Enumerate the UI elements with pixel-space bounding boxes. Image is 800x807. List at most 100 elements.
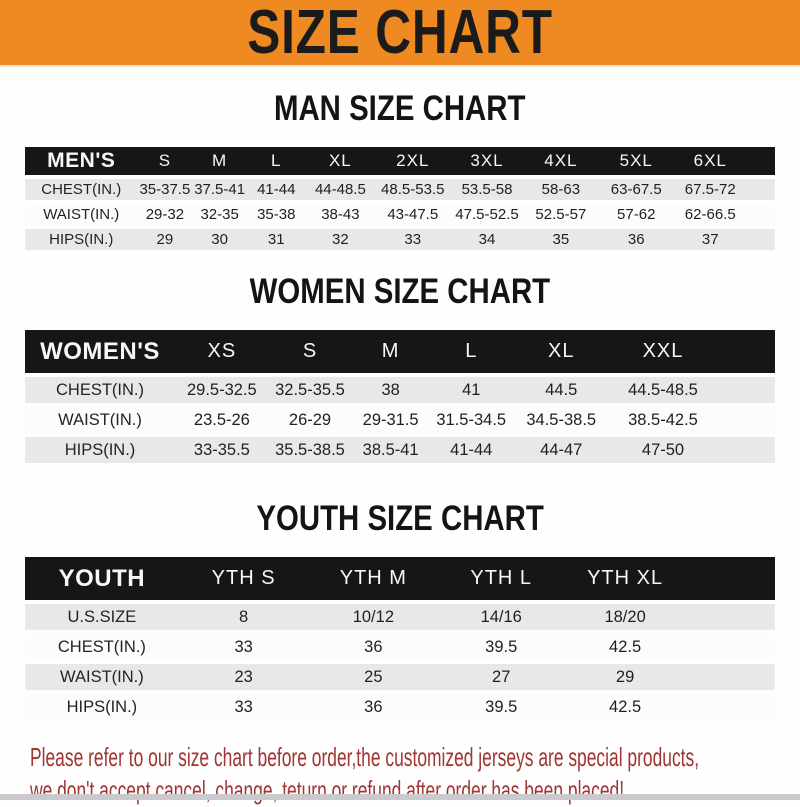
row-label: HIPS(IN.)	[25, 694, 179, 720]
column-header: S	[268, 330, 352, 373]
size-cell: 31.5-34.5	[430, 407, 513, 433]
table-row: HIPS(IN.) 33-35.5 35.5-38.5 38.5-41 41-44 44-…	[25, 437, 775, 463]
size-cell: 33	[178, 694, 309, 720]
table-row: HIPS(IN.) 33 36 39.5 42.5	[25, 694, 775, 720]
size-cell: 47.5-52.5	[450, 204, 524, 225]
row-label: CHEST(IN.)	[25, 377, 175, 403]
size-cell: 14/16	[438, 604, 565, 630]
size-cell: 18/20	[564, 604, 775, 630]
size-cell: 23.5-26	[175, 407, 269, 433]
column-header: XL	[305, 147, 376, 175]
size-cell: 62-66.5	[674, 204, 775, 225]
size-cell: 29	[564, 664, 775, 690]
size-cell: 52.5-57	[523, 204, 598, 225]
table-row: CHEST(IN.) 33 36 39.5 42.5	[25, 634, 775, 660]
column-header: L	[247, 147, 306, 175]
size-cell: 33	[178, 634, 309, 660]
header-row: WOMEN'S XS S M L XL XXL	[25, 330, 775, 373]
column-header: XL	[512, 330, 610, 373]
size-cell: 33	[375, 229, 451, 250]
row-label: U.S.SIZE	[25, 604, 179, 630]
column-header: XXL	[610, 330, 775, 373]
size-cell: 38.5-42.5	[610, 407, 775, 433]
size-cell: 42.5	[564, 694, 775, 720]
size-cell: 44-48.5	[305, 179, 376, 200]
column-header: YTH L	[438, 557, 565, 600]
size-cell: 29.5-32.5	[175, 377, 269, 403]
size-cell: 57-62	[597, 204, 675, 225]
size-cell: 35-38	[247, 204, 306, 225]
size-cell: 38-43	[305, 204, 376, 225]
title-banner: SIZE CHART	[0, 0, 800, 67]
size-cell: 63-67.5	[597, 179, 675, 200]
size-cell: 38	[351, 377, 430, 403]
column-header: 2XL	[375, 147, 451, 175]
table-row: CHEST(IN.) 29.5-32.5 32.5-35.5 38 41 44.5 44.5…	[25, 377, 775, 403]
size-cell: 10/12	[308, 604, 439, 630]
column-header: L	[430, 330, 513, 373]
size-cell: 8	[178, 604, 309, 630]
size-cell: 32-35	[192, 204, 247, 225]
order-disclaimer: Please refer to our size chart before or…	[30, 741, 800, 807]
size-cell: 37	[674, 229, 775, 250]
size-cell: 27	[438, 664, 565, 690]
size-cell: 33-35.5	[175, 437, 269, 463]
table-corner-label: YOUTH	[25, 557, 179, 600]
size-cell: 43-47.5	[375, 204, 451, 225]
row-label: WAIST(IN.)	[25, 204, 138, 225]
size-cell: 58-63	[523, 179, 598, 200]
size-cell: 31	[247, 229, 306, 250]
row-label: WAIST(IN.)	[25, 407, 175, 433]
size-cell: 44.5-48.5	[610, 377, 775, 403]
size-cell: 42.5	[564, 634, 775, 660]
column-header: 6XL	[674, 147, 775, 175]
size-cell: 35	[523, 229, 598, 250]
column-header: M	[351, 330, 430, 373]
section-man-size-chart: MAN SIZE CHART MEN'S S M L XL 2XL 3XL 4XL 5XL 6XL C…	[0, 89, 800, 254]
size-cell: 36	[308, 694, 439, 720]
size-cell: 35.5-38.5	[268, 437, 352, 463]
column-header: M	[192, 147, 247, 175]
section-heading-youth-size-chart: YOUTH SIZE CHART	[256, 499, 544, 538]
size-cell: 25	[308, 664, 439, 690]
column-header: YTH S	[178, 557, 309, 600]
size-cell: 44.5	[512, 377, 610, 403]
header-row: YOUTH YTH S YTH M YTH L YTH XL	[25, 557, 775, 600]
bottom-edge-strip	[0, 794, 800, 800]
table-corner-label: WOMEN'S	[25, 330, 175, 373]
section-youth-size-chart: YOUTH SIZE CHART YOUTH YTH S YTH M YTH L YTH …	[0, 499, 800, 724]
disclaimer-line-2: we don't accept cancel, change, teturn o…	[30, 775, 625, 805]
column-header: 3XL	[450, 147, 524, 175]
size-cell: 53.5-58	[450, 179, 524, 200]
row-label: HIPS(IN.)	[25, 229, 138, 250]
row-label: WAIST(IN.)	[25, 664, 179, 690]
disclaimer-line-1: Please refer to our size chart before or…	[30, 742, 700, 772]
column-header: YTH XL	[564, 557, 775, 600]
header-row: MEN'S S M L XL 2XL 3XL 4XL 5XL 6XL	[25, 147, 775, 175]
column-header: XS	[175, 330, 269, 373]
size-cell: 36	[308, 634, 439, 660]
table-row: WAIST(IN.) 23 25 27 29	[25, 664, 775, 690]
size-cell: 35-37.5	[137, 179, 193, 200]
column-header: YTH M	[308, 557, 439, 600]
size-cell: 32.5-35.5	[268, 377, 352, 403]
row-label: CHEST(IN.)	[25, 634, 179, 660]
size-cell: 29-31.5	[351, 407, 430, 433]
size-chart-sections: MAN SIZE CHART MEN'S S M L XL 2XL 3XL 4XL 5XL 6XL C…	[0, 89, 800, 724]
women-size-chart-table: WOMEN'S XS S M L XL XXL CHEST(IN.) 29.5-32.5 32.5…	[25, 326, 775, 467]
size-cell: 41-44	[430, 437, 513, 463]
column-header: 5XL	[597, 147, 675, 175]
size-cell: 30	[192, 229, 247, 250]
size-cell: 26-29	[268, 407, 352, 433]
column-header: S	[137, 147, 193, 175]
section-women-size-chart: WOMEN SIZE CHART WOMEN'S XS S M L XL XXL CHEST(I…	[0, 272, 800, 467]
page-title: SIZE CHART	[247, 0, 553, 67]
column-header: 4XL	[523, 147, 598, 175]
table-row: WAIST(IN.) 23.5-26 26-29 29-31.5 31.5-34.5 34…	[25, 407, 775, 433]
row-label: CHEST(IN.)	[25, 179, 138, 200]
size-cell: 32	[305, 229, 376, 250]
size-cell: 34	[450, 229, 524, 250]
size-cell: 41-44	[247, 179, 306, 200]
youth-size-chart-table: YOUTH YTH S YTH M YTH L YTH XL U.S.SIZE 8 10/12…	[25, 553, 775, 724]
size-cell: 36	[597, 229, 675, 250]
